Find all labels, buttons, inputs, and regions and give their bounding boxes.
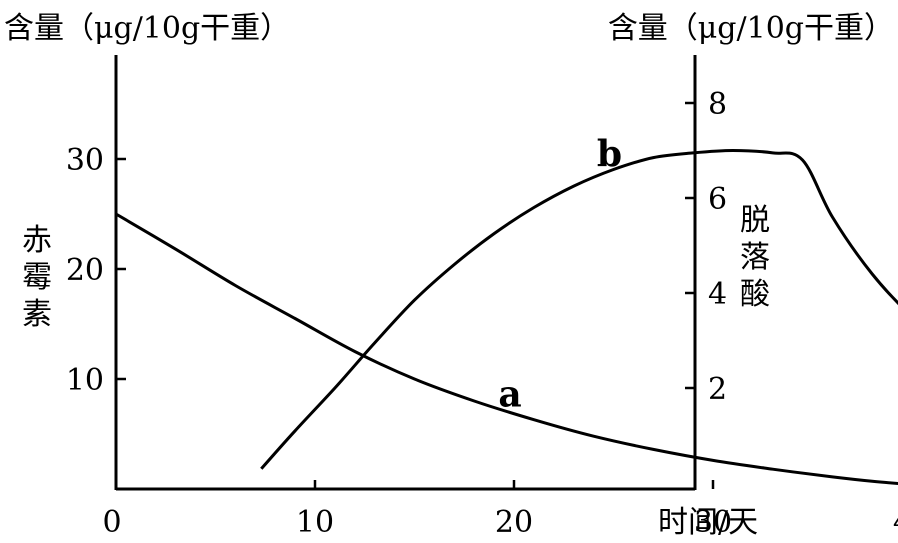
left-y-tick-label: 30 <box>66 143 104 178</box>
right-y-tick-label: 8 <box>708 87 727 122</box>
right-y-tick-label: 2 <box>708 372 727 407</box>
right-axis-title: 脱落酸 <box>740 203 770 312</box>
x-tick-label: 0 <box>102 505 121 540</box>
series-b-label: b <box>597 133 622 175</box>
right-axis-header: 含量（μg/10g干重） <box>608 11 894 46</box>
x-tick-label: 10 <box>296 505 334 540</box>
left-y-tick-label: 10 <box>66 363 104 398</box>
series-a-label: a <box>498 374 521 416</box>
x-axis-title: 时间/天 <box>658 505 758 540</box>
x-tick-label: 30 <box>694 505 732 540</box>
left-axis-title: 赤霉素 <box>22 223 52 332</box>
x-tick-label: 40 <box>893 505 898 540</box>
right-y-tick-label: 4 <box>708 277 727 312</box>
series-b-line <box>260 148 898 470</box>
left-y-tick-label: 20 <box>66 253 104 288</box>
x-tick-label: 20 <box>495 505 533 540</box>
left-axis-header: 含量（μg/10g干重） <box>4 11 290 46</box>
right-y-tick-label: 6 <box>708 182 727 217</box>
series-a-line <box>115 212 898 486</box>
